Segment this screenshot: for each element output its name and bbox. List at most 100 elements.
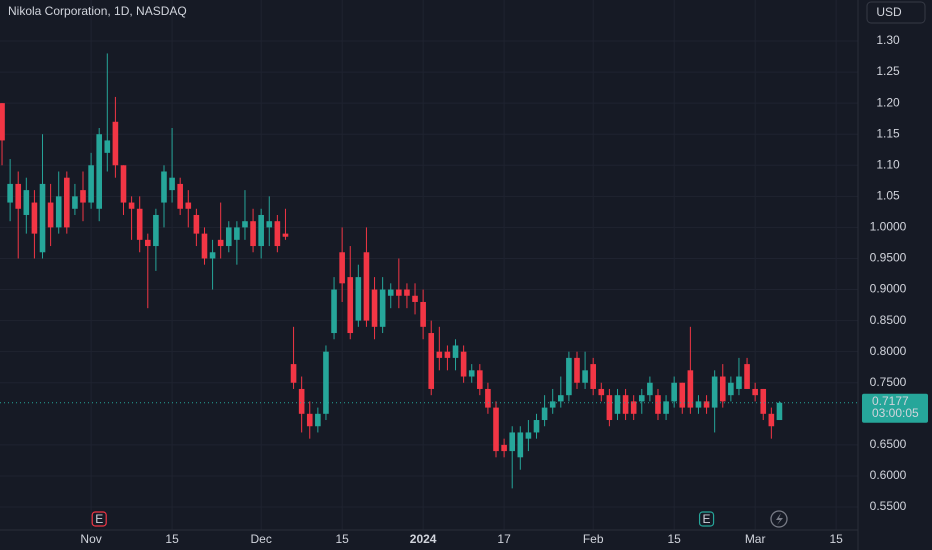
- candle-body: [711, 376, 718, 408]
- x-tick-label: Feb: [583, 532, 604, 546]
- countdown-label: 03:00:05: [872, 406, 919, 420]
- candle-body: [339, 252, 345, 284]
- candle-body: [477, 370, 483, 389]
- currency-label: USD: [876, 5, 902, 19]
- candle-body: [371, 289, 378, 327]
- y-tick-label: 0.9500: [870, 251, 907, 265]
- candle-body: [72, 196, 78, 209]
- earnings-marker[interactable]: [698, 511, 715, 527]
- candle-body: [161, 171, 167, 203]
- candle-body: [630, 401, 637, 414]
- y-tick-label: 1.10: [876, 157, 900, 171]
- candle-body: [428, 333, 435, 389]
- candle-body: [687, 370, 694, 408]
- candle-body: [557, 395, 564, 402]
- candle-body: [574, 357, 580, 383]
- icon-bolt: [776, 513, 783, 525]
- candle-body: [776, 402, 783, 421]
- candle-body: [379, 289, 386, 327]
- candle-body: [622, 395, 629, 414]
- candle-body: [55, 196, 62, 228]
- candle-body: [193, 214, 200, 234]
- candle-body: [185, 202, 192, 209]
- candle-body: [258, 214, 264, 247]
- candle-body: [509, 432, 516, 452]
- candle-body: [533, 420, 540, 433]
- candle-body: [315, 413, 321, 427]
- candle-body: [209, 252, 216, 259]
- x-tick-label: Nov: [80, 532, 101, 546]
- candle-body: [671, 382, 677, 402]
- candle-body: [582, 370, 588, 383]
- chart-title: Nikola Corporation, 1D, NASDAQ: [8, 4, 187, 18]
- candle-body: [363, 252, 370, 321]
- candle-body: [217, 239, 224, 247]
- candle-body: [541, 407, 548, 421]
- candle-body: [31, 202, 38, 234]
- candle-body: [638, 395, 645, 402]
- candle-body: [760, 388, 767, 414]
- candle-body: [306, 413, 313, 427]
- candle-body: [347, 277, 354, 334]
- x-tick-label: 15: [829, 532, 843, 546]
- candle-body: [768, 413, 775, 427]
- candle-body: [679, 382, 686, 408]
- candle-body: [201, 233, 208, 259]
- candle-body: [468, 370, 475, 377]
- y-tick-label: 0.8000: [870, 344, 907, 358]
- y-tick-label: 0.6500: [870, 437, 907, 451]
- candle-body: [7, 183, 13, 203]
- x-tick-label: 15: [335, 532, 349, 546]
- y-tick-label: 1.15: [876, 126, 900, 140]
- candle-body: [663, 401, 669, 414]
- candle-body: [501, 444, 507, 452]
- candle-body: [177, 183, 183, 209]
- candle-body: [412, 295, 418, 302]
- y-tick-label: 0.7500: [870, 375, 907, 389]
- candle-body: [404, 289, 410, 296]
- candle-body: [64, 177, 70, 228]
- candle-body: [695, 401, 702, 408]
- candle-body: [647, 382, 653, 396]
- x-tick-label: 17: [497, 532, 511, 546]
- candle-body: [655, 395, 661, 414]
- candle-body: [120, 165, 127, 203]
- earnings-marker[interactable]: [91, 511, 107, 527]
- candle-body: [590, 364, 596, 389]
- x-tick-label: 2024: [410, 532, 437, 546]
- candle-body: [452, 345, 459, 358]
- earnings-label: E: [703, 512, 711, 526]
- candle-body: [387, 289, 394, 296]
- candle-body: [144, 239, 151, 247]
- candle-body: [549, 401, 556, 408]
- candle-body: [225, 227, 232, 247]
- candle-body: [88, 165, 94, 203]
- candle-body: [728, 382, 734, 396]
- candles: [0, 53, 783, 489]
- x-tick-label: Mar: [745, 532, 766, 546]
- y-tick-label: 1.20: [876, 95, 900, 109]
- candle-body: [96, 134, 103, 209]
- candle-body: [128, 202, 135, 209]
- candle-body: [23, 190, 30, 215]
- candle-body: [614, 395, 621, 414]
- candle-body: [47, 202, 54, 228]
- candle-body: [242, 221, 248, 228]
- candle-body: [136, 208, 143, 240]
- grid: [0, 0, 858, 530]
- candle-body: [331, 289, 337, 334]
- candle-body: [15, 183, 22, 209]
- currency-button[interactable]: [866, 1, 926, 24]
- candle-body: [396, 289, 402, 296]
- y-tick-label: 0.5500: [870, 499, 907, 513]
- replay-icon[interactable]: [770, 510, 788, 528]
- candle-body: [598, 388, 605, 396]
- y-tick-label: 0.6000: [870, 468, 907, 482]
- y-tick-label: 1.25: [876, 64, 900, 78]
- candle-body: [493, 407, 499, 452]
- candle-body: [566, 357, 572, 396]
- candle-body: [744, 364, 750, 389]
